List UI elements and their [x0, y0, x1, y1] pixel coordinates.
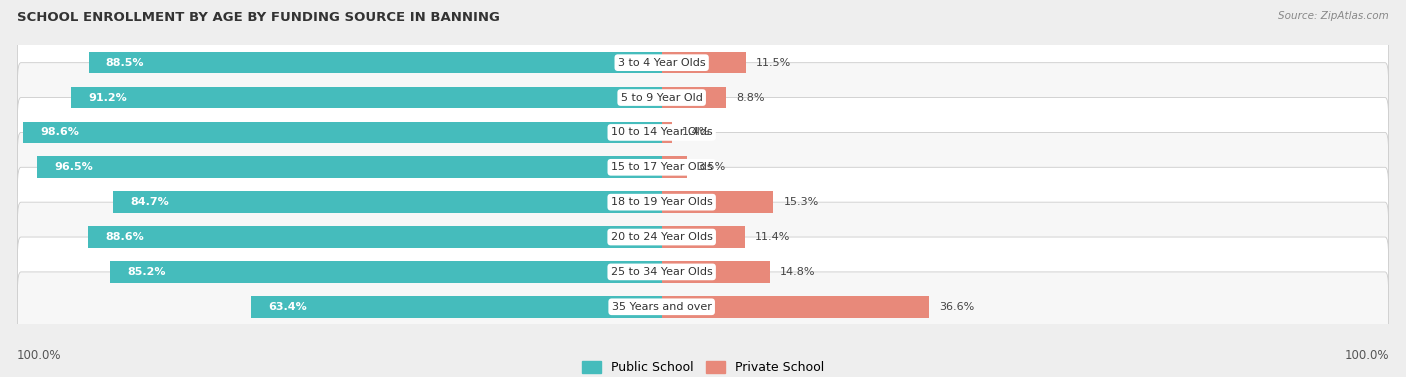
Bar — [112, 192, 662, 213]
Text: 18 to 19 Year Olds: 18 to 19 Year Olds — [610, 197, 713, 207]
Text: 88.6%: 88.6% — [105, 232, 143, 242]
Bar — [110, 261, 662, 283]
Text: 63.4%: 63.4% — [269, 302, 307, 312]
FancyBboxPatch shape — [17, 132, 1389, 202]
Text: 5 to 9 Year Old: 5 to 9 Year Old — [620, 92, 703, 103]
Text: 88.5%: 88.5% — [105, 58, 145, 68]
FancyBboxPatch shape — [17, 202, 1389, 272]
Text: 91.2%: 91.2% — [89, 92, 127, 103]
Text: 11.5%: 11.5% — [756, 58, 792, 68]
Bar — [22, 122, 662, 143]
FancyBboxPatch shape — [17, 28, 1389, 98]
Text: 100.0%: 100.0% — [17, 349, 62, 362]
Text: 96.5%: 96.5% — [53, 162, 93, 172]
Bar — [662, 261, 769, 283]
Bar — [662, 122, 672, 143]
FancyBboxPatch shape — [17, 237, 1389, 307]
Text: 35 Years and over: 35 Years and over — [612, 302, 711, 312]
Bar — [37, 156, 662, 178]
Bar — [662, 192, 773, 213]
Text: 8.8%: 8.8% — [737, 92, 765, 103]
Text: 1.4%: 1.4% — [682, 127, 710, 138]
Bar — [662, 52, 745, 74]
Text: 14.8%: 14.8% — [780, 267, 815, 277]
Text: 98.6%: 98.6% — [41, 127, 79, 138]
Text: 3 to 4 Year Olds: 3 to 4 Year Olds — [617, 58, 706, 68]
Bar — [72, 87, 662, 108]
Bar — [662, 226, 745, 248]
Bar — [252, 296, 662, 317]
Bar — [662, 87, 725, 108]
Text: Source: ZipAtlas.com: Source: ZipAtlas.com — [1278, 11, 1389, 21]
Text: 11.4%: 11.4% — [755, 232, 790, 242]
Text: 3.5%: 3.5% — [697, 162, 725, 172]
Text: 100.0%: 100.0% — [1344, 349, 1389, 362]
Text: SCHOOL ENROLLMENT BY AGE BY FUNDING SOURCE IN BANNING: SCHOOL ENROLLMENT BY AGE BY FUNDING SOUR… — [17, 11, 499, 24]
FancyBboxPatch shape — [17, 272, 1389, 342]
Bar — [662, 156, 688, 178]
FancyBboxPatch shape — [17, 63, 1389, 132]
Text: 15.3%: 15.3% — [783, 197, 818, 207]
Text: 20 to 24 Year Olds: 20 to 24 Year Olds — [610, 232, 713, 242]
Bar — [89, 226, 662, 248]
Bar — [662, 296, 929, 317]
Bar — [89, 52, 662, 74]
Text: 85.2%: 85.2% — [127, 267, 166, 277]
Text: 25 to 34 Year Olds: 25 to 34 Year Olds — [610, 267, 713, 277]
FancyBboxPatch shape — [17, 167, 1389, 237]
Legend: Public School, Private School: Public School, Private School — [576, 356, 830, 377]
Text: 84.7%: 84.7% — [131, 197, 169, 207]
Text: 36.6%: 36.6% — [939, 302, 974, 312]
Text: 10 to 14 Year Olds: 10 to 14 Year Olds — [610, 127, 713, 138]
Text: 15 to 17 Year Olds: 15 to 17 Year Olds — [610, 162, 713, 172]
FancyBboxPatch shape — [17, 98, 1389, 167]
